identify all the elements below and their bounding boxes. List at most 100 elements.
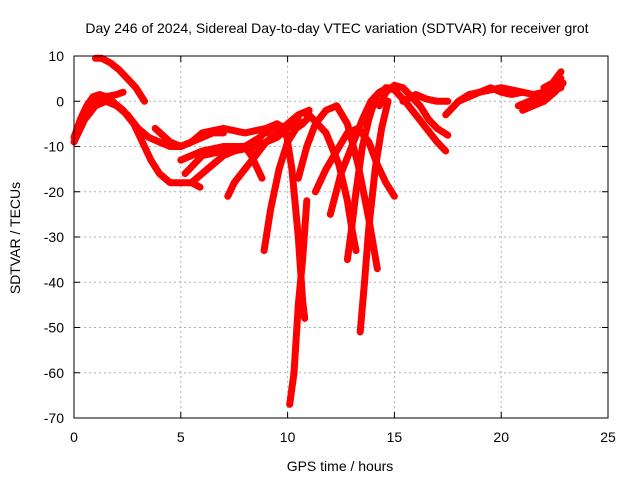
data-point	[545, 82, 552, 89]
data-point	[508, 91, 515, 98]
data-point	[137, 135, 144, 142]
data-point	[246, 129, 253, 135]
data-point	[105, 96, 112, 103]
data-point	[98, 93, 105, 100]
data-point	[305, 139, 312, 146]
data-point	[406, 94, 413, 101]
data-point	[381, 176, 388, 183]
data-point	[95, 95, 102, 102]
data-point	[484, 86, 490, 93]
data-point	[372, 254, 379, 261]
data-point	[209, 161, 216, 168]
data-point	[342, 133, 349, 140]
data-point	[348, 143, 355, 150]
data-point	[338, 110, 344, 116]
data-point	[253, 136, 260, 143]
data-point	[291, 114, 298, 121]
data-point	[473, 90, 480, 96]
data-point	[341, 185, 348, 192]
data-point	[95, 101, 102, 108]
series-arc-18	[343, 97, 381, 264]
series-arc-05	[151, 120, 281, 150]
data-point	[523, 105, 530, 112]
data-point	[288, 389, 295, 396]
data-point	[342, 117, 349, 124]
data-point	[363, 124, 370, 131]
data-point	[174, 142, 181, 148]
data-point	[421, 109, 428, 116]
series-arc-26	[519, 79, 567, 114]
data-point	[540, 98, 547, 105]
data-point	[124, 75, 131, 82]
data-point	[259, 175, 265, 182]
data-point	[309, 128, 316, 135]
data-point	[379, 121, 386, 128]
data-point	[246, 149, 253, 156]
data-point	[141, 142, 148, 149]
data-point	[115, 66, 122, 73]
data-point	[377, 168, 384, 175]
data-point	[494, 87, 501, 94]
y-tick-label: -60	[44, 365, 64, 381]
data-point	[373, 92, 380, 99]
data-point	[377, 133, 384, 140]
data-point	[359, 116, 366, 123]
data-point	[519, 107, 526, 114]
data-point	[420, 122, 427, 128]
data-point	[257, 145, 264, 152]
data-point	[344, 155, 351, 162]
data-point	[376, 141, 382, 148]
data-point	[130, 81, 137, 88]
data-point	[365, 116, 372, 123]
data-point	[331, 151, 338, 157]
data-point	[371, 246, 377, 253]
data-point	[272, 182, 279, 189]
data-point	[476, 89, 483, 96]
data-point	[236, 172, 243, 179]
data-point	[229, 183, 236, 190]
y-axis-label: SDTVAR / TECUs	[7, 182, 23, 294]
data-point	[231, 179, 238, 186]
data-point	[254, 166, 261, 173]
data-point	[391, 86, 398, 93]
data-point	[402, 87, 409, 94]
data-point	[121, 72, 128, 79]
x-axis-label: GPS time / hours	[287, 458, 394, 474]
data-point	[161, 133, 168, 140]
data-point	[339, 177, 346, 184]
data-point	[361, 135, 368, 142]
data-point	[340, 113, 347, 120]
data-point	[361, 112, 368, 119]
data-point	[287, 158, 294, 164]
data-point	[227, 149, 234, 156]
data-point	[347, 147, 354, 154]
data-point	[196, 155, 203, 162]
data-point	[359, 143, 366, 150]
data-point	[249, 155, 256, 162]
data-point	[466, 91, 473, 98]
data-point	[330, 104, 337, 111]
data-point	[266, 210, 273, 217]
series-arc-22	[399, 91, 452, 105]
data-point	[301, 151, 308, 158]
y-tick-label: -20	[44, 184, 64, 200]
data-point	[263, 235, 269, 242]
data-point	[327, 140, 334, 147]
data-point	[273, 178, 280, 185]
data-point	[319, 173, 326, 180]
data-point	[269, 198, 276, 205]
data-point	[207, 150, 214, 157]
data-point	[302, 147, 309, 154]
data-point	[89, 106, 96, 113]
data-point	[395, 83, 402, 90]
data-point	[515, 102, 522, 109]
data-point	[340, 137, 347, 144]
data-point	[533, 101, 540, 108]
data-point	[273, 120, 280, 127]
data-point	[447, 106, 454, 113]
data-point	[132, 84, 139, 91]
data-point	[516, 90, 522, 96]
data-point	[434, 125, 441, 132]
data-point	[317, 123, 324, 130]
data-point	[376, 89, 383, 96]
